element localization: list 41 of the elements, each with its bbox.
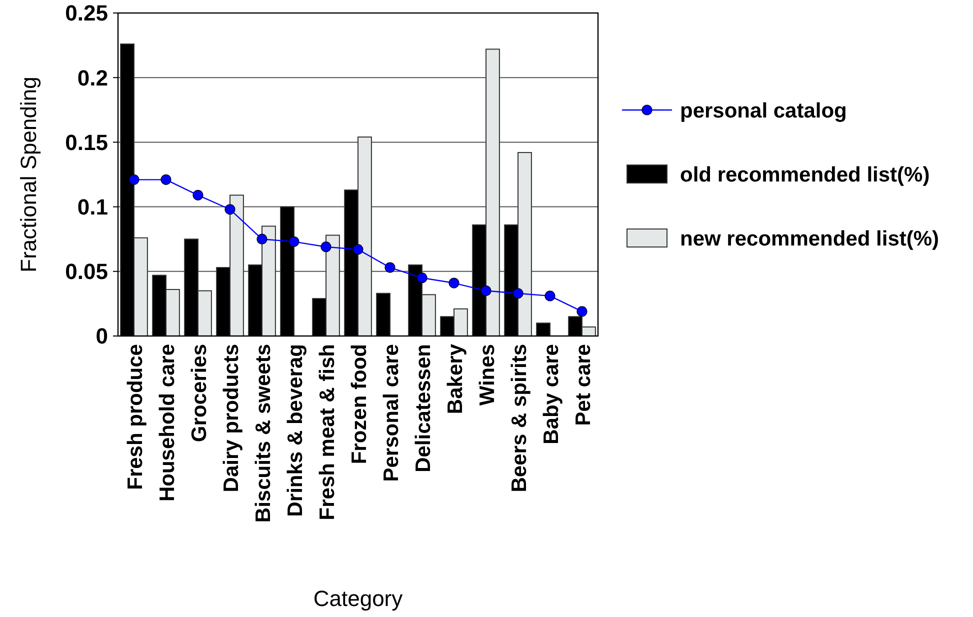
point <box>544 290 556 302</box>
x-axis-title: Category <box>313 586 403 611</box>
point <box>480 285 492 296</box>
point <box>448 278 460 288</box>
x-tick-label: Delicatessen <box>412 344 435 472</box>
y-tick-label: 0.2 <box>77 65 108 90</box>
x-tick-label: Bakery <box>444 344 467 414</box>
y-tick-label: 0.25 <box>65 0 108 26</box>
x-tick-label: Frozen food <box>348 344 371 464</box>
x-tick-label: Fresh produce <box>124 344 147 490</box>
x-tick-label: Personal care <box>380 344 403 482</box>
point <box>192 190 204 200</box>
legend-label: personal catalog <box>680 99 847 122</box>
point <box>352 244 364 255</box>
x-tick-label: Drinks & beverag <box>284 344 307 517</box>
point <box>576 306 588 317</box>
y-tick-label: 0.1 <box>77 194 108 220</box>
y-tick-label: 0.05 <box>65 259 108 284</box>
x-tick-label: Household care <box>156 344 179 502</box>
x-tick-label: Fresh meat & fish <box>316 344 339 520</box>
point <box>288 236 300 247</box>
y-tick-label: 0 <box>96 324 108 349</box>
legend-label: old recommended list(%) <box>680 163 930 186</box>
point <box>256 234 268 244</box>
x-tick-label: Groceries <box>188 344 211 442</box>
y-tick-label: 0.15 <box>65 130 108 155</box>
x-tick-label: Wines <box>476 344 499 406</box>
y-axis-title: Fractional Spending <box>16 76 41 272</box>
point <box>224 204 236 215</box>
point <box>416 272 428 284</box>
legend-label: new recommended list(%) <box>680 227 940 250</box>
x-tick-label: Beers & spirits <box>508 344 531 492</box>
x-tick-label: Biscuits & sweets <box>252 344 275 523</box>
x-tick-label: Pet care <box>572 344 595 426</box>
point <box>160 174 172 185</box>
point <box>320 242 332 252</box>
x-tick-label: Dairy products <box>220 344 243 492</box>
point <box>128 174 140 185</box>
point <box>384 262 396 273</box>
point <box>512 288 524 299</box>
x-tick-label: Baby care <box>540 344 563 444</box>
